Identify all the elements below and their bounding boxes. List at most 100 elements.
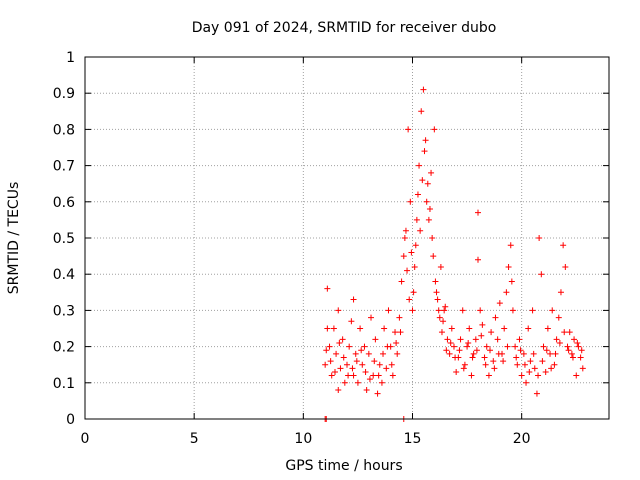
y-axis-label: SRMTID / TECUs [6,182,22,295]
data-point [345,372,352,379]
data-point [366,376,373,383]
data-point [526,368,533,375]
data-point [327,358,334,365]
data-point [419,177,426,184]
data-point [438,329,445,336]
data-point [374,390,381,397]
y-tick-label: 0.3 [53,303,75,319]
data-point [333,350,340,357]
data-point [508,278,515,285]
data-point [475,256,481,263]
data-point [435,307,442,314]
data-point [376,361,383,368]
data-point [328,372,335,379]
data-point [352,350,359,357]
data-point [505,263,512,270]
data-point [490,358,497,365]
plot-frame [84,56,610,420]
data-point [548,365,555,372]
data-point [426,206,433,213]
data-point [512,343,519,350]
data-point [349,365,356,372]
data-point [478,332,485,339]
data-point [370,372,377,379]
data-point [536,235,543,241]
data-point [504,343,511,350]
data-point [350,372,357,379]
data-point [417,227,424,234]
data-point [425,216,432,223]
data-point [326,343,333,350]
data-point [562,263,569,270]
data-point [392,329,399,336]
y-tick-label: 0 [66,412,75,428]
data-point [523,379,530,386]
x-tick-label: 5 [190,431,199,447]
data-point [341,379,348,386]
data-point [330,325,337,332]
data-point [507,242,514,249]
data-point [348,318,355,325]
data-point [487,347,494,354]
data-point [358,347,365,354]
data-point [461,361,468,368]
data-point [412,242,419,249]
y-tick-label: 0.5 [53,231,75,247]
x-tick-label: 20 [513,431,531,447]
data-point [577,354,584,361]
data-point [470,350,477,357]
data-point [459,307,466,314]
data-point [363,387,370,394]
data-point [365,350,372,357]
data-point [407,198,414,205]
data-point [555,314,562,321]
data-point [501,325,508,332]
data-point [372,336,379,343]
data-point [380,350,387,357]
x-tick-label: 10 [294,431,312,447]
chart-title: Day 091 of 2024, SRMTID for receiver dub… [192,20,497,36]
data-point [538,271,545,278]
data-point [444,336,451,343]
y-tick-label: 0.7 [53,159,75,175]
data-point [448,325,455,332]
data-point [354,379,361,386]
x-tick-label: 0 [81,431,90,447]
data-point [357,325,364,332]
data-point [483,343,490,350]
data-point [397,329,404,336]
data-point [540,343,547,350]
data-point [547,350,554,357]
data-point [408,249,415,256]
y-tick-label: 0.2 [53,340,75,356]
data-point [465,339,472,346]
data-point [551,361,558,368]
data-point [424,180,431,187]
data-point [423,198,430,205]
axis-ticks: 00.10.20.30.40.50.60.70.80.910 5 10 15 20 [53,50,609,447]
data-point [552,350,559,357]
data-point [543,347,550,354]
data-point [496,300,503,307]
data-point [383,365,390,372]
data-point [410,289,417,296]
data-point [337,365,344,372]
data-point [414,191,421,198]
data-point [361,343,368,350]
data-point [457,336,464,343]
data-point [475,209,481,216]
data-point [405,126,412,133]
data-point [406,296,413,303]
data-point [446,350,453,357]
data-point [503,289,510,296]
data-point [394,350,401,357]
data-point [460,365,467,372]
data-point [574,339,581,346]
data-point [531,365,538,372]
data-point [513,354,520,361]
data-point [430,253,437,260]
data-point [516,336,523,343]
data-point [525,325,532,332]
data-point [482,361,489,368]
